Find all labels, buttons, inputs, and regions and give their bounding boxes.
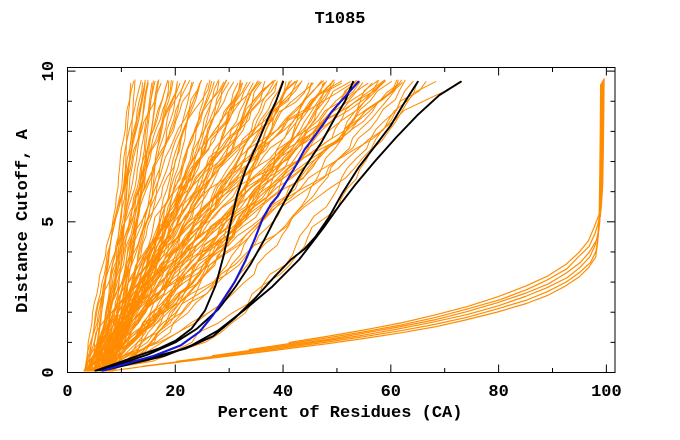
orange-curve xyxy=(110,80,379,372)
orange-bundle-curve xyxy=(288,78,605,344)
orange-curve xyxy=(86,83,162,372)
chart-title: T1085 xyxy=(314,10,366,29)
orange-curve xyxy=(94,79,142,372)
orange-curve xyxy=(94,81,437,372)
y-tick-label: 10 xyxy=(40,61,59,81)
orange-curve xyxy=(102,81,461,372)
orange-curve xyxy=(85,80,298,372)
x-tick-label: 20 xyxy=(165,383,185,402)
reference-model-black-4 xyxy=(104,80,462,372)
orange-curve xyxy=(109,82,400,372)
axis-ticks xyxy=(67,67,615,373)
orange-curve xyxy=(85,81,193,372)
plot-frame xyxy=(67,67,616,373)
reference-model-black-1 xyxy=(96,80,285,372)
orange-curve xyxy=(101,81,361,372)
y-tick-label: 5 xyxy=(40,217,59,227)
high-accuracy-model-bundle xyxy=(108,78,605,372)
orange-curve xyxy=(97,79,335,372)
x-tick-label: 0 xyxy=(62,383,72,402)
orange-curve xyxy=(89,79,203,372)
x-axis-title: Percent of Residues (CA) xyxy=(217,404,463,423)
reference-model-black-2 xyxy=(98,80,355,372)
orange-curve xyxy=(111,81,287,372)
orange-curve xyxy=(97,82,418,372)
orange-curve xyxy=(95,82,373,372)
orange-curve xyxy=(95,79,406,372)
orange-curve xyxy=(87,79,403,372)
orange-bundle-curve xyxy=(211,80,604,357)
orange-curve xyxy=(93,82,401,372)
y-tick-label: 0 xyxy=(40,367,59,377)
orange-curve xyxy=(90,79,385,372)
orange-curve xyxy=(100,79,399,372)
orange-curve xyxy=(96,82,335,372)
orange-curve xyxy=(88,80,191,372)
orange-curve xyxy=(84,82,181,372)
tick-labels: 0 20 40 60 80 100 0 5 10 xyxy=(40,61,622,402)
x-tick-label: 40 xyxy=(273,383,293,402)
orange-curve xyxy=(105,82,403,372)
orange-curve xyxy=(102,81,290,372)
curves-layer xyxy=(83,78,605,372)
orange-curve xyxy=(103,81,278,372)
orange-curve xyxy=(106,79,186,372)
orange-curve xyxy=(100,80,386,372)
orange-bundle-curve xyxy=(248,79,604,351)
orange-curve xyxy=(94,80,414,372)
orange-curve xyxy=(112,80,172,372)
x-tick-label: 60 xyxy=(381,383,401,402)
orange-curve xyxy=(84,81,355,372)
highlighted-model-blue xyxy=(101,80,360,372)
x-tick-label: 80 xyxy=(488,383,508,402)
orange-curve xyxy=(86,82,310,372)
x-tick-label: 100 xyxy=(591,383,622,402)
